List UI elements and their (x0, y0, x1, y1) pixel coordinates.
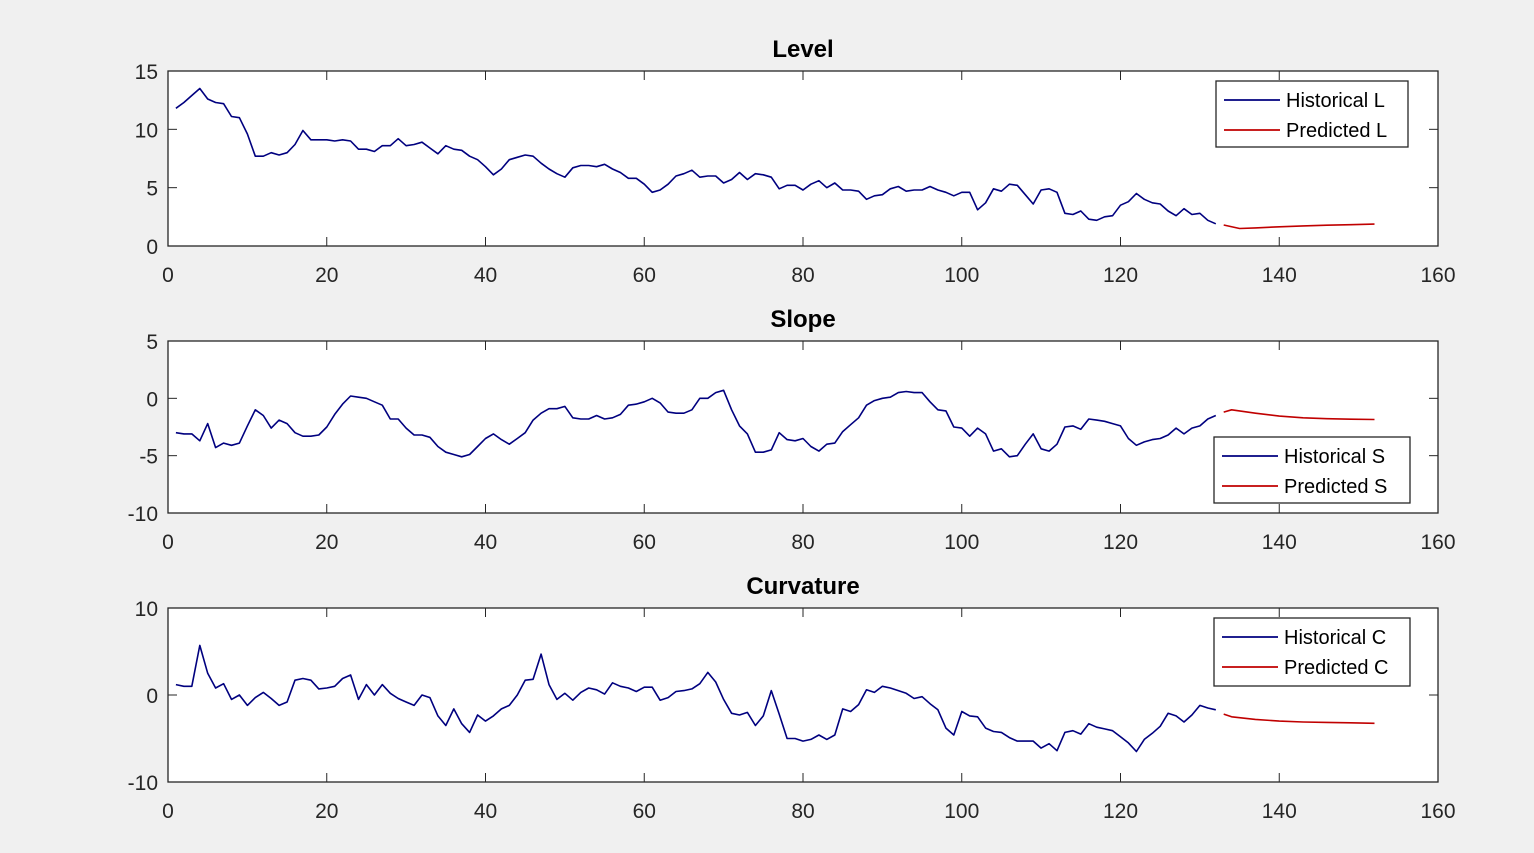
x-tick-label: 60 (633, 264, 656, 287)
x-tick-label: 80 (791, 800, 814, 823)
y-tick-label: 0 (146, 236, 158, 259)
y-tick-label: -10 (128, 503, 158, 526)
x-tick-label: 80 (791, 264, 814, 287)
x-tick-label: 160 (1420, 264, 1455, 287)
legend-label: Predicted L (1286, 120, 1387, 142)
x-tick-label: 100 (944, 800, 979, 823)
legend-label: Predicted C (1284, 657, 1389, 679)
y-tick-label: 15 (135, 61, 158, 84)
series-line-predicted (1223, 713, 1375, 725)
subplot-title: Curvature (746, 573, 859, 600)
legend-box (1213, 617, 1411, 687)
y-tick-label: 10 (135, 598, 158, 621)
x-tick-label: 120 (1103, 264, 1138, 287)
y-tick-label: 5 (146, 178, 158, 201)
x-tick-label: 100 (944, 531, 979, 554)
y-tick-label: -10 (128, 772, 158, 795)
y-tick-label: 10 (135, 119, 158, 142)
x-tick-label: 20 (315, 264, 338, 287)
series-line-historical (175, 389, 1217, 458)
y-tick-label: 0 (146, 685, 158, 708)
x-tick-label: 0 (162, 264, 174, 287)
series-line-predicted (1223, 408, 1375, 421)
x-tick-label: 20 (315, 531, 338, 554)
x-tick-label: 0 (162, 800, 174, 823)
legend-label: Historical S (1284, 446, 1385, 468)
y-tick-label: -5 (139, 446, 158, 469)
subplot-title: Level (772, 36, 833, 63)
legend: Historical C Predicted C (1213, 617, 1411, 687)
y-tick-label: 5 (146, 331, 158, 354)
y-tick-label: 0 (146, 388, 158, 411)
x-tick-label: 80 (791, 531, 814, 554)
x-tick-label: 0 (162, 531, 174, 554)
series-line-historical (175, 87, 1217, 225)
x-tick-label: 160 (1420, 531, 1455, 554)
x-tick-label: 40 (474, 531, 497, 554)
subplot-0: Level 0 20 40 60 80 100 120 140 160 0 5 10 15 Historic… (135, 36, 1456, 287)
x-tick-label: 20 (315, 800, 338, 823)
x-tick-label: 140 (1262, 531, 1297, 554)
x-tick-label: 140 (1262, 800, 1297, 823)
series-line-historical (175, 644, 1216, 753)
legend-box (1213, 436, 1411, 504)
legend: Historical S Predicted S (1213, 436, 1411, 504)
subplot-1: Slope 0 20 40 60 80 100 120 140 160 -10 -5 0 5 Histori… (128, 306, 1456, 554)
legend-label: Predicted S (1284, 476, 1387, 498)
subplot-title: Slope (770, 306, 835, 333)
x-tick-label: 160 (1420, 800, 1455, 823)
x-tick-label: 140 (1262, 264, 1297, 287)
legend: Historical L Predicted L (1215, 80, 1409, 148)
x-tick-label: 40 (474, 800, 497, 823)
legend-label: Historical L (1286, 90, 1385, 112)
x-tick-label: 120 (1103, 531, 1138, 554)
series-line-predicted (1223, 223, 1375, 230)
legend-label: Historical C (1284, 627, 1386, 649)
x-tick-label: 60 (633, 531, 656, 554)
x-tick-label: 60 (633, 800, 656, 823)
x-tick-label: 120 (1103, 800, 1138, 823)
x-tick-label: 100 (944, 264, 979, 287)
x-tick-label: 40 (474, 264, 497, 287)
legend-box (1215, 80, 1409, 148)
